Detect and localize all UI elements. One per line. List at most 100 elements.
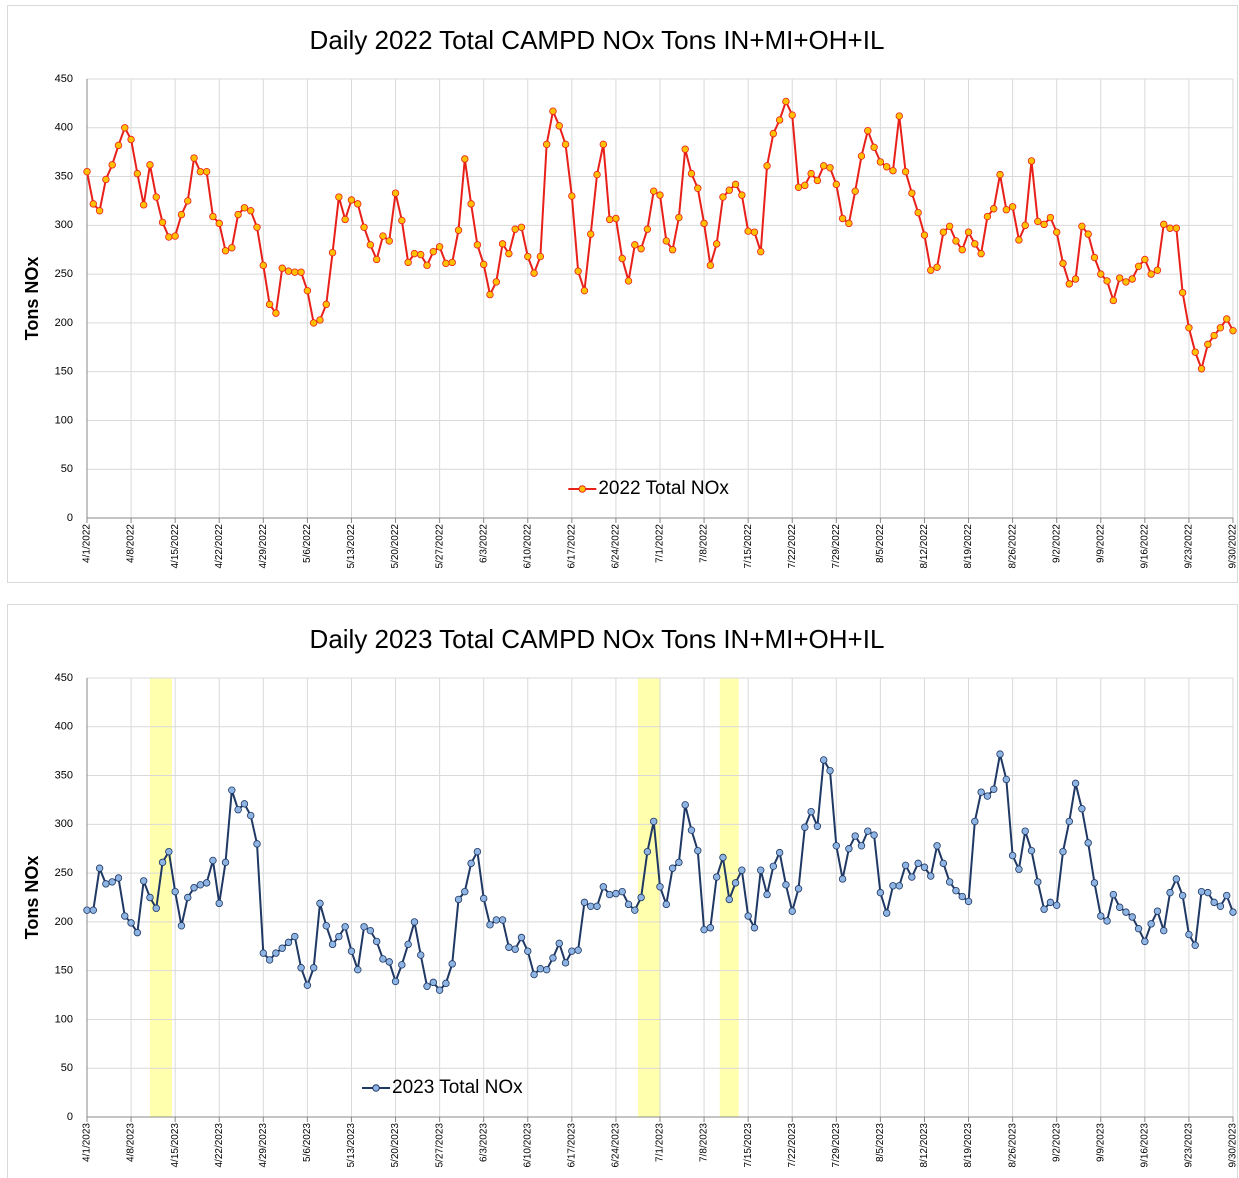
data-point <box>593 170 601 179</box>
data-point <box>95 864 104 872</box>
data-point <box>631 906 639 914</box>
data-point <box>1052 228 1061 236</box>
data-point <box>801 181 809 190</box>
data-point <box>108 161 116 169</box>
data-point <box>1008 203 1017 211</box>
data-point <box>542 140 551 149</box>
y-tick-label: 350 <box>55 769 73 781</box>
data-point <box>303 981 312 989</box>
data-point <box>914 208 922 217</box>
data-point <box>341 215 349 224</box>
data-point <box>505 943 513 951</box>
data-point <box>259 949 268 957</box>
data-point <box>498 240 507 248</box>
data-point <box>372 255 381 264</box>
data-point <box>133 169 142 178</box>
data-point <box>1027 157 1036 165</box>
data-point <box>643 225 652 233</box>
data-point <box>1027 846 1036 855</box>
y-tick-label: 250 <box>55 867 73 879</box>
data-point <box>322 922 330 930</box>
y-tick-label: 100 <box>55 1013 73 1025</box>
data-point <box>278 944 286 952</box>
y-tick-label: 100 <box>55 414 73 426</box>
x-tick-label: 7/8/2023 <box>699 1123 710 1162</box>
data-point <box>417 250 425 259</box>
data-point <box>341 923 349 931</box>
data-point <box>1191 348 1199 356</box>
data-point <box>1147 920 1155 928</box>
data-point <box>372 937 381 946</box>
data-point <box>977 249 985 258</box>
data-point <box>347 947 356 955</box>
data-point <box>587 902 595 910</box>
data-point <box>1134 925 1143 933</box>
data-point <box>1084 230 1092 238</box>
data-point <box>221 246 230 255</box>
data-point <box>404 258 412 267</box>
x-tick-label: 7/29/2022 <box>831 524 842 569</box>
data-point <box>410 918 419 926</box>
data-point <box>876 158 885 166</box>
data-point <box>158 218 167 227</box>
data-point <box>297 268 305 276</box>
data-point <box>83 167 91 176</box>
x-tick-label: 5/20/2023 <box>390 1123 401 1168</box>
highlight-band <box>149 678 173 1117</box>
data-point <box>284 267 293 275</box>
data-point <box>712 873 721 881</box>
data-point <box>429 978 438 987</box>
data-point <box>102 880 110 888</box>
x-tick-label: 9/9/2022 <box>1095 524 1106 563</box>
data-point <box>757 247 765 256</box>
data-point <box>605 215 614 224</box>
data-point <box>788 907 796 915</box>
data-point <box>920 231 929 239</box>
x-tick-label: 4/29/2023 <box>258 1123 269 1168</box>
data-point <box>83 906 91 914</box>
data-point <box>738 866 746 874</box>
data-point <box>184 893 192 902</box>
data-point <box>1021 827 1029 835</box>
data-point <box>366 241 375 249</box>
data-point <box>108 878 116 886</box>
x-tick-label: 8/12/2022 <box>919 524 930 569</box>
data-point <box>121 124 129 132</box>
data-point <box>171 232 179 240</box>
data-point <box>316 899 324 908</box>
data-point <box>486 921 494 929</box>
data-point <box>259 261 268 270</box>
data-point <box>549 954 557 962</box>
data-point <box>927 266 935 274</box>
data-point <box>498 916 507 924</box>
data-point <box>1229 326 1237 335</box>
data-point <box>555 122 563 130</box>
data-point <box>1128 275 1136 283</box>
data-point <box>763 162 771 170</box>
data-point <box>278 264 286 272</box>
data-point <box>801 823 809 831</box>
data-point <box>712 240 721 248</box>
data-point <box>1223 315 1231 323</box>
x-tick-label: 9/30/2022 <box>1228 524 1239 569</box>
data-point <box>114 141 123 150</box>
data-point <box>882 163 891 171</box>
data-point <box>1071 779 1080 788</box>
y-tick-label: 250 <box>55 268 73 280</box>
data-point <box>379 232 387 240</box>
data-point <box>1109 890 1118 899</box>
data-point <box>146 893 154 902</box>
data-point <box>807 169 815 178</box>
x-tick-label: 9/2/2023 <box>1051 1123 1062 1162</box>
data-point <box>958 892 966 901</box>
data-point <box>467 200 475 208</box>
data-point <box>1021 221 1029 230</box>
data-point <box>845 845 853 853</box>
data-point <box>650 817 658 826</box>
data-point <box>354 200 362 208</box>
data-point <box>744 912 752 920</box>
data-point <box>524 947 532 955</box>
legend-label: 2022 Total NOx <box>598 478 729 499</box>
data-point <box>177 210 186 219</box>
chart-title: Daily 2023 Total CAMPD NOx Tons IN+MI+OH… <box>310 624 885 654</box>
